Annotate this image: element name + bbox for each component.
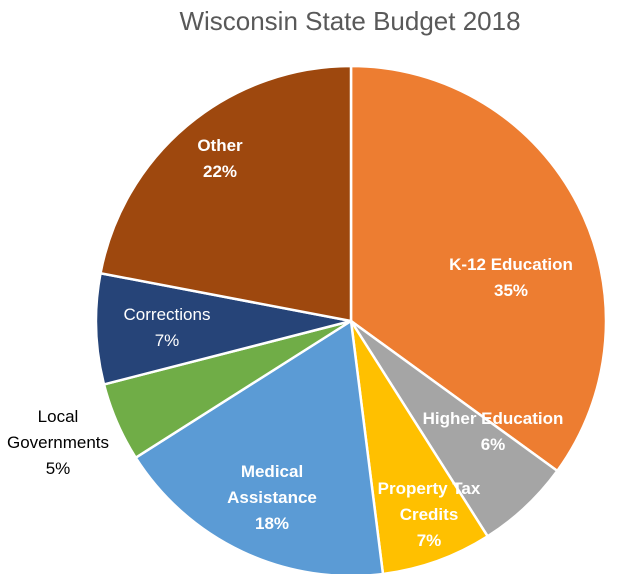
- slice-label-corrections: Corrections 7%: [124, 305, 211, 350]
- slice-label-other: Other 22%: [197, 136, 243, 181]
- slice-label-k-12-education: K-12 Education 35%: [449, 255, 573, 300]
- slice-label-local-governments: Local Governments 5%: [7, 407, 109, 478]
- slice-category-label: K-12 Education: [449, 255, 573, 274]
- pie-slice-medical-assistance: [134, 319, 385, 574]
- slice-value-label: 5%: [46, 459, 71, 478]
- slice-category-label: Governments: [7, 433, 109, 452]
- slice-category-label: Other: [197, 136, 243, 155]
- slice-value-label: 7%: [417, 531, 442, 550]
- chart-title: Wisconsin State Budget 2018: [179, 6, 521, 36]
- pie-slice-other: [99, 64, 353, 323]
- slice-category-label: Local: [38, 407, 79, 426]
- pie-slice-corrections: [94, 271, 353, 386]
- slice-label-higher-education: Higher Education 6%: [423, 409, 564, 454]
- slice-value-label: 18%: [255, 514, 289, 533]
- slice-label-medical-assistance: Medical Assistance 18%: [227, 462, 317, 533]
- slice-value-label: 35%: [494, 281, 528, 300]
- slice-value-label: 6%: [481, 435, 506, 454]
- slice-category-label: Credits: [400, 505, 459, 524]
- slice-category-label: Corrections: [124, 305, 211, 324]
- slice-category-label: Higher Education: [423, 409, 564, 428]
- pie-slice-k-12-education: [349, 64, 608, 473]
- slice-category-label: Medical: [241, 462, 303, 481]
- slice-value-label: 7%: [155, 331, 180, 350]
- slice-category-label: Assistance: [227, 488, 317, 507]
- slice-category-label: Property Tax: [378, 479, 481, 498]
- slice-label-property-tax-credits: Property Tax Credits 7%: [378, 479, 481, 550]
- slice-value-label: 22%: [203, 162, 237, 181]
